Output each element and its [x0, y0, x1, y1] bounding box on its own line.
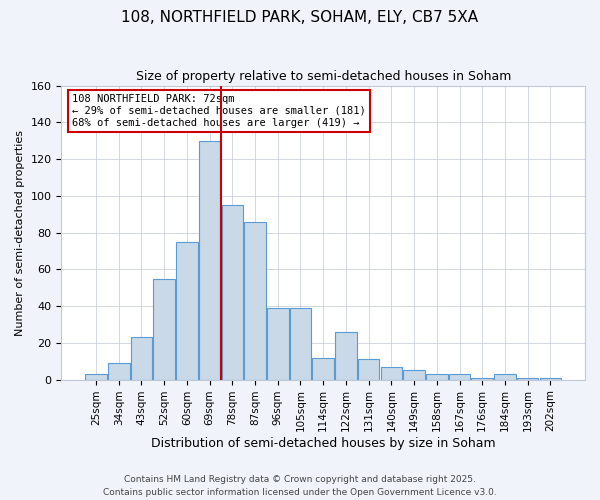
Bar: [221, 205, 243, 380]
Bar: [426, 374, 448, 380]
Bar: [176, 242, 197, 380]
Bar: [154, 278, 175, 380]
Bar: [380, 366, 402, 380]
Bar: [313, 358, 334, 380]
Bar: [267, 308, 289, 380]
Title: Size of property relative to semi-detached houses in Soham: Size of property relative to semi-detach…: [136, 70, 511, 83]
Text: 108 NORTHFIELD PARK: 72sqm
← 29% of semi-detached houses are smaller (181)
68% o: 108 NORTHFIELD PARK: 72sqm ← 29% of semi…: [72, 94, 365, 128]
Bar: [335, 332, 357, 380]
Bar: [85, 374, 107, 380]
Bar: [449, 374, 470, 380]
Bar: [539, 378, 561, 380]
Y-axis label: Number of semi-detached properties: Number of semi-detached properties: [15, 130, 25, 336]
Bar: [358, 360, 379, 380]
Bar: [244, 222, 266, 380]
Bar: [108, 363, 130, 380]
Text: 108, NORTHFIELD PARK, SOHAM, ELY, CB7 5XA: 108, NORTHFIELD PARK, SOHAM, ELY, CB7 5X…: [121, 10, 479, 25]
Bar: [472, 378, 493, 380]
Bar: [403, 370, 425, 380]
X-axis label: Distribution of semi-detached houses by size in Soham: Distribution of semi-detached houses by …: [151, 437, 496, 450]
Bar: [131, 338, 152, 380]
Bar: [290, 308, 311, 380]
Bar: [517, 378, 538, 380]
Bar: [494, 374, 516, 380]
Bar: [199, 140, 220, 380]
Text: Contains HM Land Registry data © Crown copyright and database right 2025.
Contai: Contains HM Land Registry data © Crown c…: [103, 476, 497, 497]
